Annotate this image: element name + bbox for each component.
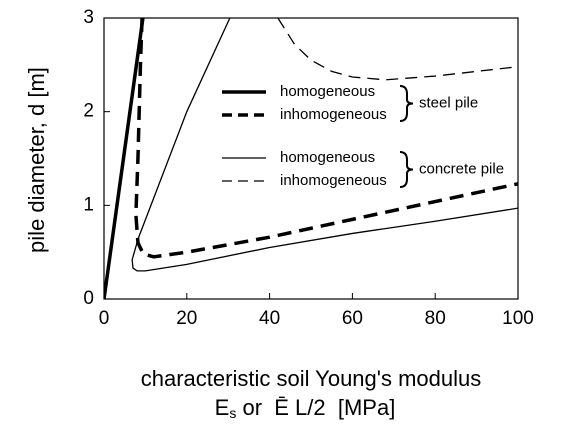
series-line bbox=[104, 17, 145, 299]
legend-label: inhomogeneous bbox=[280, 106, 387, 123]
y-tick-label: 0 bbox=[83, 288, 94, 309]
legend-group-label: concrete pile bbox=[419, 160, 504, 177]
series-line bbox=[131, 17, 518, 272]
plot-frame bbox=[103, 17, 519, 300]
legend-label: homogeneous bbox=[280, 83, 375, 100]
series-line bbox=[134, 17, 518, 259]
y-tick-label: 2 bbox=[83, 101, 94, 122]
legend-brace bbox=[399, 85, 414, 122]
x-tick-label: 60 bbox=[342, 308, 363, 329]
x-tick-label: 20 bbox=[176, 308, 197, 329]
y-tick-label: 3 bbox=[83, 7, 94, 28]
x-tick-label: 100 bbox=[502, 308, 534, 329]
x-axis-label: characteristic soil Young's modulus bbox=[141, 366, 482, 391]
x-tick-label: 0 bbox=[99, 308, 110, 329]
legend-group-label: steel pile bbox=[419, 94, 478, 111]
x-tick-label: 40 bbox=[259, 308, 280, 329]
x-axis-label-2: Es or Ē L/2 [MPa] bbox=[215, 395, 396, 421]
y-axis-label: pile diameter, d [m] bbox=[24, 67, 49, 253]
y-tick-label: 1 bbox=[83, 194, 94, 215]
legend-label: inhomogeneous bbox=[280, 172, 387, 189]
x-tick-label: 80 bbox=[425, 308, 446, 329]
legend-brace bbox=[399, 151, 414, 188]
legend-label: homogeneous bbox=[280, 149, 375, 166]
series-line bbox=[277, 17, 518, 81]
